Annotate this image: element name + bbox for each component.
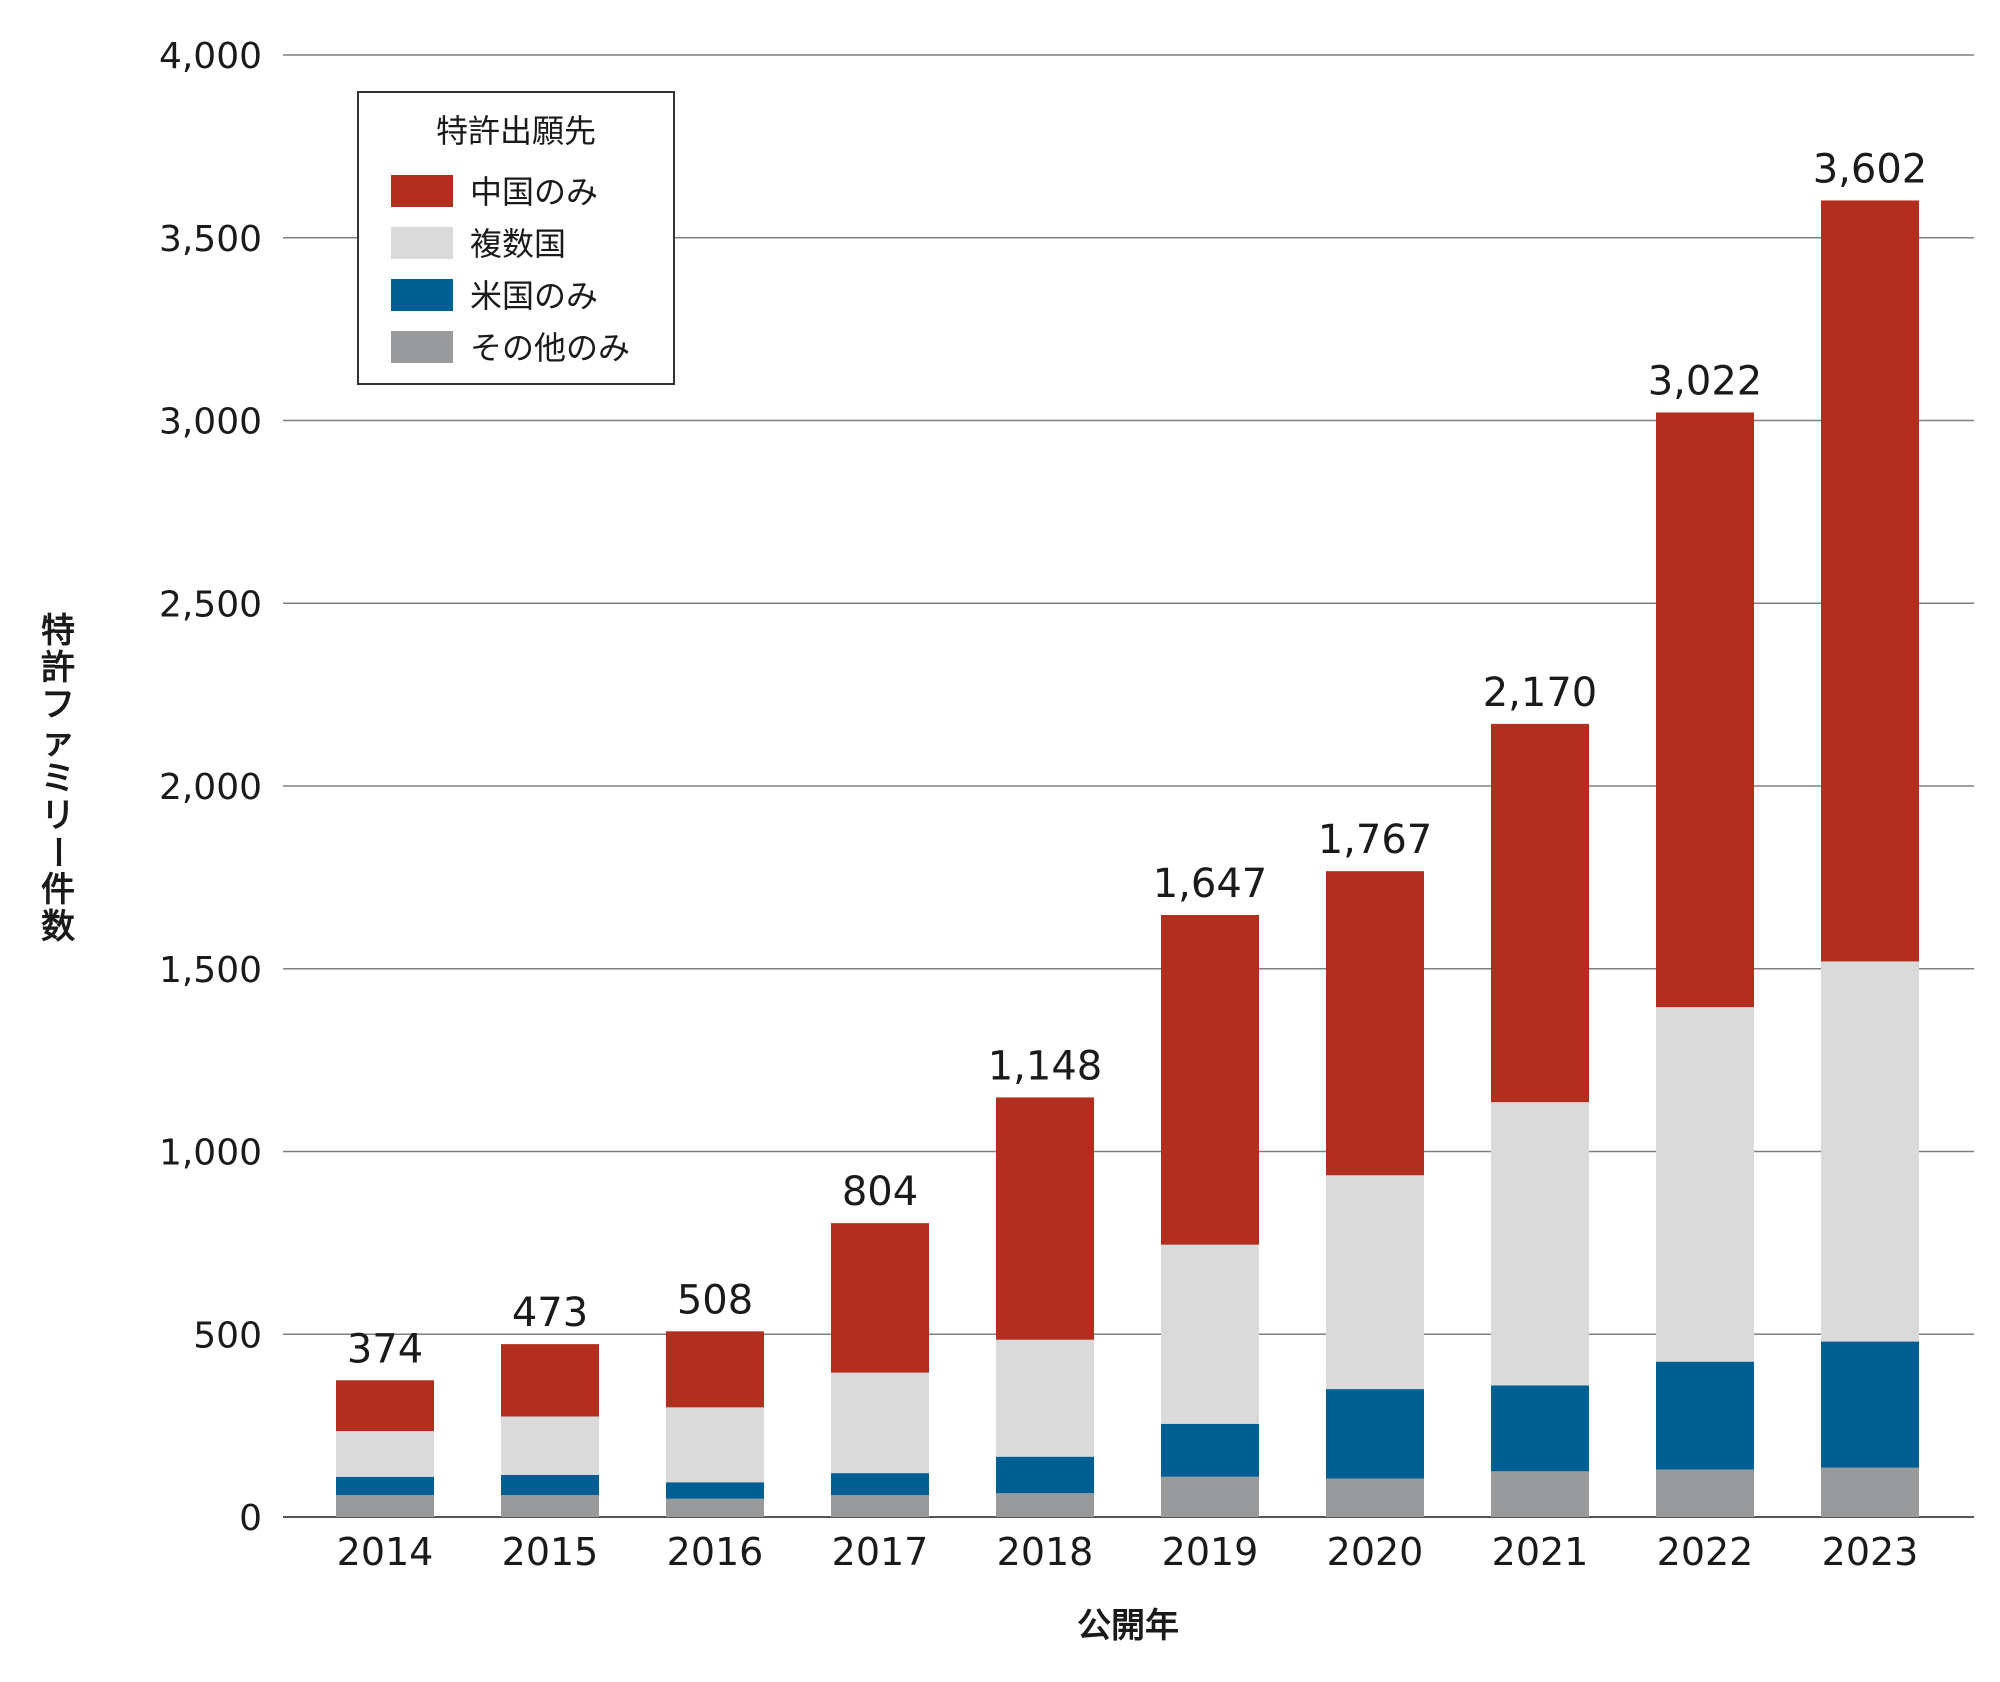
- bar-segment: [1161, 1244, 1259, 1424]
- bar-segment: [1821, 200, 1919, 962]
- bar-segment: [1491, 1385, 1589, 1472]
- y-tick-label: 1,500: [159, 950, 262, 991]
- y-axis-label-char: 件: [41, 870, 75, 910]
- bar-segment: [501, 1495, 599, 1517]
- bar-segment: [666, 1498, 764, 1517]
- bar-segment: [336, 1476, 434, 1496]
- legend-label: 中国のみ: [470, 173, 598, 211]
- bar-segment: [666, 1407, 764, 1483]
- bar-segment: [996, 1456, 1094, 1494]
- y-tick-label: 1,000: [159, 1133, 262, 1174]
- y-axis-label-char: ァ: [41, 722, 75, 762]
- legend-label: 米国のみ: [470, 277, 598, 315]
- bar-segment: [1491, 723, 1589, 1103]
- bar-segment: [1656, 412, 1754, 1008]
- bar-segment: [1326, 1478, 1424, 1517]
- total-label: 2,170: [1483, 670, 1598, 716]
- bar-segment: [831, 1223, 929, 1373]
- x-tick-label: 2017: [832, 1530, 929, 1574]
- bar-segment: [1656, 1007, 1754, 1362]
- y-axis-label-char: 特: [41, 611, 75, 651]
- total-label: 374: [347, 1326, 423, 1372]
- x-tick-label: 2015: [502, 1530, 599, 1574]
- bar-segment: [1161, 1476, 1259, 1517]
- bar-segment: [1821, 1341, 1919, 1468]
- bar-segment: [1161, 915, 1259, 1245]
- bar-segment: [336, 1431, 434, 1477]
- x-tick-label: 2023: [1822, 1530, 1919, 1574]
- bar-segment: [501, 1416, 599, 1475]
- x-axis-ticks: 2014 2015 2016 2017 2018 2019 2020 2021 2022 2023: [337, 1530, 1919, 1574]
- total-label: 508: [677, 1277, 753, 1323]
- total-labels: 374 473 508 804 1,148 1,647 1,767 2,170 3,022 3,6…: [347, 146, 1927, 1372]
- bar-segment: [831, 1372, 929, 1474]
- x-tick-label: 2018: [997, 1530, 1094, 1574]
- total-label: 3,022: [1648, 358, 1763, 404]
- x-tick-label: 2014: [337, 1530, 434, 1574]
- gridlines: [283, 54, 1974, 1518]
- bars: [336, 200, 1919, 1517]
- bar-segment: [1326, 1175, 1424, 1390]
- x-tick-label: 2016: [667, 1530, 764, 1574]
- y-tick-label: 500: [193, 1315, 262, 1356]
- x-tick-label: 2020: [1327, 1530, 1424, 1574]
- y-tick-label: 3,000: [159, 402, 262, 443]
- legend-swatch: [391, 331, 453, 363]
- y-axis-label-char: 許: [41, 648, 75, 688]
- y-axis-label-char: リ: [41, 796, 75, 836]
- total-label: 473: [512, 1290, 588, 1336]
- y-tick-label: 3,500: [159, 219, 262, 260]
- y-axis-label-char: ー: [37, 835, 77, 869]
- bar-segment: [666, 1482, 764, 1499]
- bar-segment: [1821, 961, 1919, 1342]
- legend-swatch: [391, 279, 453, 311]
- bar-segment: [996, 1493, 1094, 1517]
- y-tick-label: 2,000: [159, 767, 262, 808]
- bar-segment: [1491, 1102, 1589, 1386]
- legend-title: 特許出願先: [436, 112, 596, 150]
- total-label: 1,148: [988, 1043, 1103, 1089]
- legend-label: その他のみ: [470, 329, 630, 367]
- x-axis-label: 公開年: [1077, 1606, 1179, 1646]
- bar-segment: [1656, 1469, 1754, 1517]
- total-label: 1,767: [1318, 817, 1433, 863]
- bar-segment: [996, 1339, 1094, 1457]
- legend-swatch: [391, 175, 453, 207]
- bar-segment: [336, 1380, 434, 1432]
- y-tick-label: 4,000: [159, 36, 262, 77]
- y-tick-label: 2,500: [159, 584, 262, 625]
- x-tick-label: 2022: [1657, 1530, 1754, 1574]
- bar-segment: [336, 1495, 434, 1517]
- total-label: 3,602: [1813, 146, 1928, 192]
- bar-segment: [666, 1331, 764, 1408]
- x-tick-label: 2021: [1492, 1530, 1589, 1574]
- y-axis-label-char: ミ: [41, 759, 75, 799]
- y-axis-label-char: 数: [41, 907, 75, 947]
- bar-segment: [1326, 871, 1424, 1176]
- y-axis-label-char: フ: [41, 685, 75, 725]
- x-tick-label: 2019: [1162, 1530, 1259, 1574]
- bar-segment: [1326, 1389, 1424, 1479]
- legend-swatch: [391, 227, 453, 259]
- y-axis-ticks: 0 500 1,000 1,500 2,000 2,500 3,000 3,500 4,000: [159, 36, 262, 1539]
- y-tick-label: 0: [239, 1498, 262, 1539]
- total-label: 1,647: [1153, 861, 1268, 907]
- total-label: 804: [842, 1169, 918, 1215]
- bar-segment: [1821, 1467, 1919, 1517]
- bar-segment: [996, 1097, 1094, 1340]
- bar-segment: [1161, 1423, 1259, 1477]
- legend-label: 複数国: [470, 225, 566, 263]
- bar-segment: [501, 1474, 599, 1496]
- bar-segment: [831, 1495, 929, 1517]
- bar-segment: [501, 1344, 599, 1417]
- bar-segment: [1491, 1471, 1589, 1517]
- bar-segment: [1656, 1361, 1754, 1470]
- bar-segment: [831, 1473, 929, 1496]
